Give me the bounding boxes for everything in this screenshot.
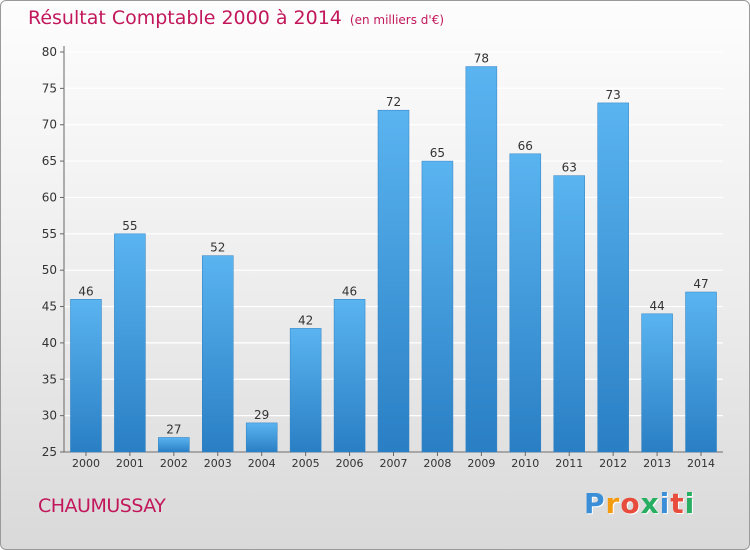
bar: [641, 313, 673, 453]
y-tick-label: 55: [42, 227, 57, 241]
bar: [597, 102, 629, 453]
y-tick-label: 30: [42, 409, 57, 423]
x-tick-label: 2004: [248, 457, 276, 470]
bar: [289, 328, 322, 453]
bar: [333, 299, 366, 453]
x-tick-label: 2005: [292, 457, 320, 470]
logo-letter: i: [684, 487, 696, 520]
y-tick-label: 60: [42, 190, 57, 204]
y-tick-label: 80: [42, 45, 57, 59]
chart-subtitle: (en milliers d'€): [349, 13, 445, 27]
data-label: 66: [518, 139, 533, 153]
y-tick-label: 70: [42, 118, 57, 132]
data-label: 78: [474, 52, 489, 66]
x-tick-label: 2009: [467, 457, 495, 470]
logo-letter: r: [605, 487, 621, 520]
x-tick-label: 2001: [116, 457, 144, 470]
x-tick-label: 2013: [643, 457, 671, 470]
x-tick-label: 2014: [687, 457, 715, 470]
commune-name: CHAUMUSSAY: [38, 495, 166, 517]
x-tick-label: 2002: [160, 457, 188, 470]
x-tick-label: 2006: [336, 457, 364, 470]
bar: [465, 66, 498, 453]
x-tick-label: 2007: [380, 457, 408, 470]
bar: [158, 437, 190, 453]
y-tick-label: 75: [42, 81, 57, 95]
data-label: 73: [606, 88, 621, 102]
x-tick-label: 2011: [555, 457, 583, 470]
chart-title: Résultat Comptable 2000 à 2014 (en millie…: [28, 7, 444, 29]
x-tick-label: 2000: [72, 457, 100, 470]
data-label: 65: [430, 146, 445, 160]
logo-letter: x: [640, 487, 660, 520]
data-label: 46: [342, 284, 357, 298]
logo-letter: i: [659, 487, 671, 520]
title-text: Résultat Comptable 2000 à 2014: [28, 7, 342, 29]
bar: [509, 153, 542, 453]
y-tick-label: 25: [42, 445, 57, 459]
y-tick-label: 45: [42, 300, 57, 314]
data-label: 44: [649, 299, 664, 313]
bar: [202, 255, 234, 453]
data-label: 55: [122, 219, 137, 233]
data-label: 27: [166, 422, 181, 436]
y-tick-label: 40: [42, 336, 57, 350]
logo-letter: o: [620, 487, 641, 520]
bar: [553, 175, 585, 453]
bar: [421, 160, 454, 453]
bar: [377, 109, 410, 453]
bar: [114, 233, 146, 453]
data-label: 47: [693, 277, 708, 291]
bar: [685, 291, 717, 453]
data-label: 29: [254, 408, 269, 422]
logo-letter: t: [670, 487, 685, 520]
y-tick-label: 65: [42, 154, 57, 168]
x-tick-label: 2008: [423, 457, 451, 470]
data-label: 46: [78, 284, 93, 298]
proxiti-logo[interactable]: Proxiti: [584, 487, 695, 520]
data-label: 63: [562, 161, 577, 175]
x-tick-label: 2010: [511, 457, 539, 470]
data-label: 72: [386, 95, 401, 109]
data-label: 42: [298, 313, 313, 327]
y-tick-label: 35: [42, 372, 57, 386]
y-tick-label: 50: [42, 263, 57, 277]
bar: [70, 299, 102, 453]
data-label: 52: [210, 241, 225, 255]
x-tick-label: 2012: [599, 457, 627, 470]
bar: [245, 422, 278, 453]
logo-letter: P: [584, 487, 606, 520]
x-tick-label: 2003: [204, 457, 232, 470]
